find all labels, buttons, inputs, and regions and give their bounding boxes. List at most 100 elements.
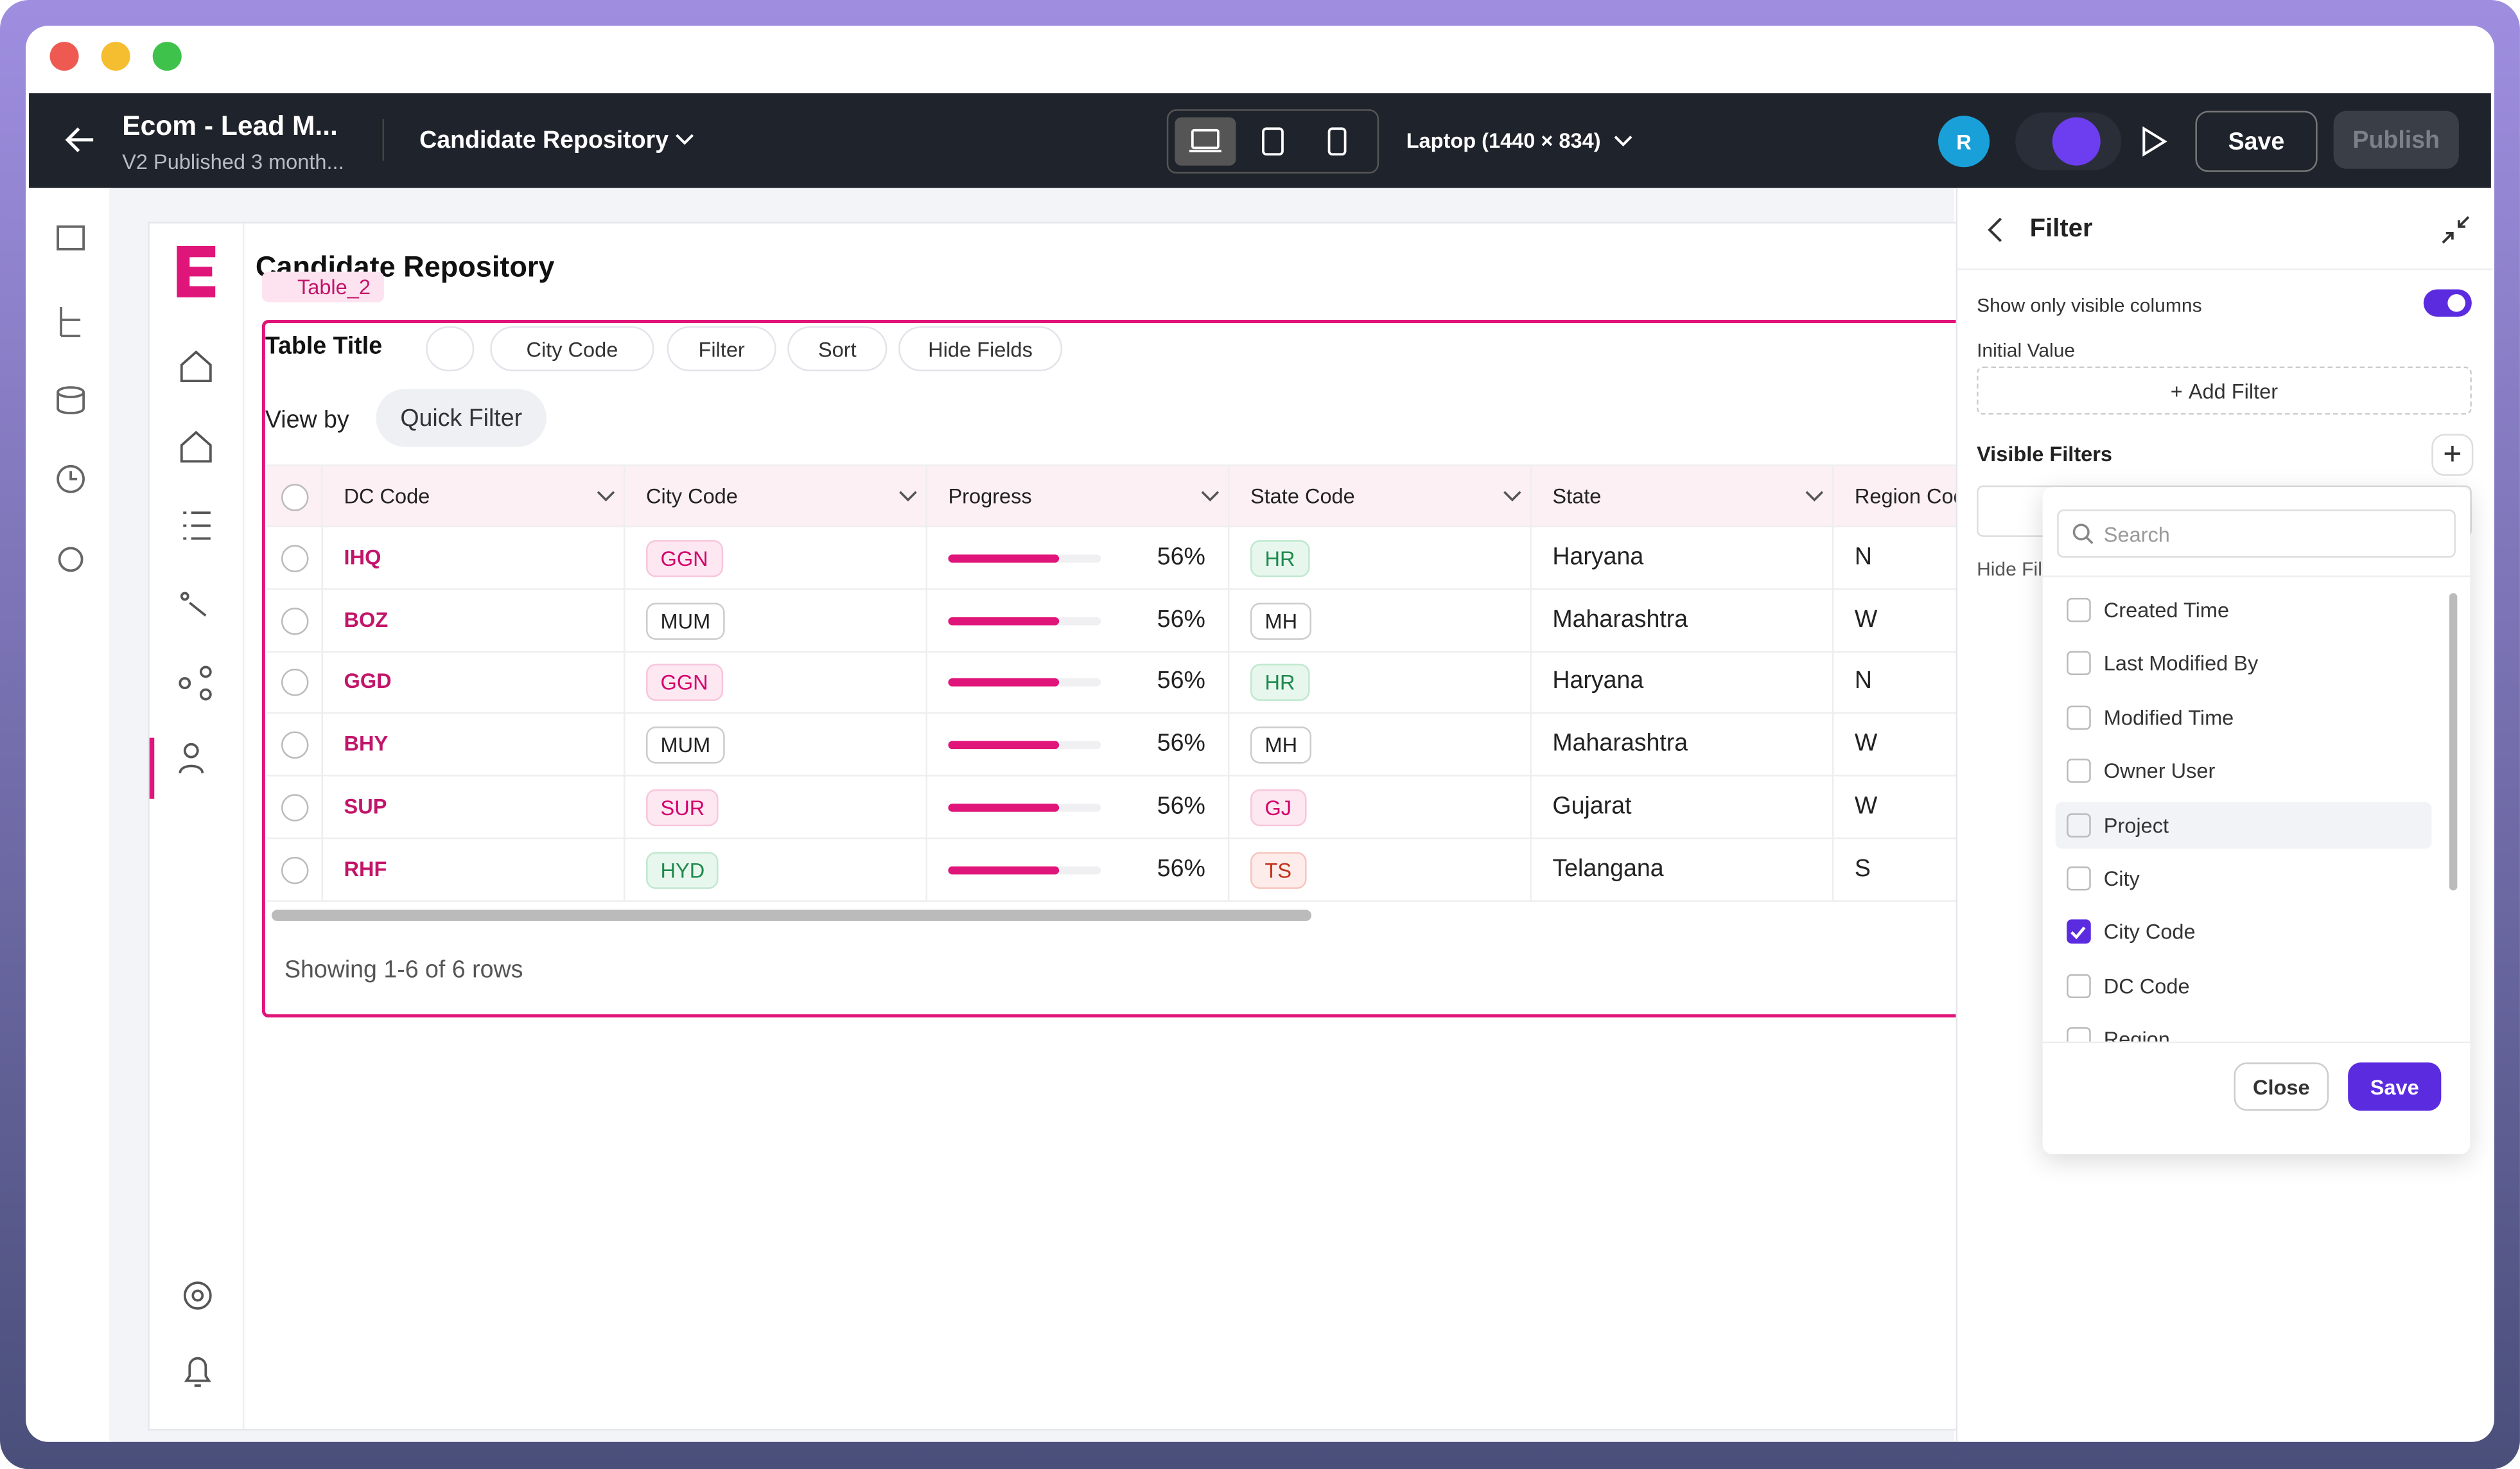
option[interactable]: Owner User	[2056, 748, 2432, 795]
row-checkbox[interactable]	[281, 856, 309, 884]
publish-button[interactable]: Publish	[2333, 110, 2459, 169]
quick-filter[interactable]: Quick Filter	[376, 389, 547, 447]
toolbar-button[interactable]: Sort	[787, 326, 888, 372]
option-label: Created Time	[2103, 597, 2230, 622]
column-divider	[1832, 527, 1834, 588]
column-divider	[925, 838, 927, 900]
save-button[interactable]: Save	[2348, 1062, 2442, 1111]
save-button[interactable]: Save	[2195, 110, 2318, 172]
sort-chevron[interactable]	[1503, 489, 1522, 505]
selected-widget[interactable]	[261, 319, 1969, 1018]
option-label: Last Modified By	[2103, 651, 2259, 676]
page-select[interactable]: Candidate Repository	[419, 127, 669, 155]
dc-code-link[interactable]: GGD	[344, 669, 392, 694]
chip: SUR	[646, 789, 719, 826]
column-dropdown: Search Created Time Last Modified By Modif…	[2042, 487, 2471, 1154]
option-label: DC Code	[2103, 974, 2190, 998]
option[interactable]: Last Modified By	[2056, 640, 2432, 687]
chip: HR	[1250, 664, 1309, 702]
progress-bar	[948, 617, 1059, 625]
option[interactable]: Region	[2056, 1016, 2432, 1042]
sort-chevron[interactable]	[1200, 489, 1220, 505]
option[interactable]: Modified Time	[2056, 694, 2432, 741]
row-checkbox[interactable]	[281, 669, 309, 697]
device-select[interactable]: Laptop (1440 × 834)	[1406, 128, 1601, 153]
column-header: State Code	[1250, 484, 1355, 508]
dc-code-link[interactable]: BHY	[344, 731, 389, 756]
column-divider	[925, 776, 927, 838]
toolbar-button[interactable]: Hide Fields	[898, 326, 1063, 372]
column-divider	[1227, 838, 1230, 900]
avatar[interactable]: R	[1938, 116, 1990, 168]
phone-icon[interactable]	[1327, 127, 1347, 156]
chip: TS	[1250, 851, 1306, 888]
toolbar-label: Filter	[698, 337, 745, 361]
row-summary: Showing 1-6 of 6 rows	[284, 956, 523, 984]
dc-code-link[interactable]: BOZ	[344, 607, 389, 631]
column-divider	[1832, 838, 1834, 900]
option[interactable]: Created Time	[2056, 586, 2432, 633]
refresh-button[interactable]	[426, 326, 475, 372]
toolbar-button[interactable]: Filter	[667, 326, 776, 372]
panel-back[interactable]	[1986, 217, 2006, 243]
table-row: IHQ GGN 56% HR Haryana N	[267, 527, 1956, 590]
sidebar-icons	[179, 350, 212, 774]
table-row: RHF HYD 56% TS Telangana S	[267, 838, 1956, 901]
sort-chevron[interactable]	[1805, 489, 1824, 505]
option[interactable]: City Code	[2056, 909, 2432, 956]
progress-label: 56%	[1157, 543, 1205, 571]
widget-tag[interactable]: Table_2	[261, 271, 383, 303]
column-divider	[623, 651, 626, 713]
option[interactable]: DC Code	[2056, 962, 2432, 1009]
toolbar-label: Hide Fields	[928, 337, 1033, 361]
add-visible-filter[interactable]: +	[2431, 434, 2474, 476]
row-checkbox[interactable]	[281, 607, 309, 635]
option-label: Owner User	[2103, 759, 2216, 784]
add-filter-label: Add Filter	[2188, 378, 2279, 403]
column-divider	[1530, 776, 1532, 838]
view-by-label: View by	[265, 407, 349, 434]
column-divider	[321, 838, 324, 900]
toggle-label: Show only visible columns	[1977, 294, 2202, 317]
chip: GGN	[646, 540, 723, 577]
dc-code-link[interactable]: IHQ	[344, 545, 381, 569]
column-divider	[1227, 466, 1230, 526]
toggle[interactable]	[2423, 289, 2472, 317]
option[interactable]: Project	[2055, 801, 2432, 849]
laptop-icon	[1189, 128, 1221, 153]
add-filter[interactable]: + Add Filter	[1977, 366, 2472, 415]
app-card: Candidate Repository Table_2 DC Code City…	[148, 222, 1969, 1431]
sort-chevron[interactable]	[596, 489, 615, 505]
progress-bar	[948, 741, 1059, 750]
cell-text: Gujarat	[1552, 792, 1632, 820]
progress-label: 56%	[1157, 605, 1205, 633]
search-box[interactable]: Search	[2057, 509, 2456, 558]
close-button[interactable]: Close	[2234, 1062, 2329, 1111]
collapse-icon[interactable]	[2440, 214, 2472, 246]
laptop-btn[interactable]	[1175, 117, 1236, 166]
option[interactable]: City	[2056, 855, 2432, 902]
left-rail	[29, 188, 111, 1442]
row-checkbox[interactable]	[281, 731, 309, 759]
active-indicator	[149, 737, 155, 799]
dc-code-link[interactable]: SUP	[344, 793, 387, 818]
column-divider	[623, 466, 626, 526]
dc-code-link[interactable]: RHF	[344, 856, 387, 881]
play-icon[interactable]	[2139, 125, 2168, 157]
column-divider	[1832, 651, 1834, 713]
search-icon	[2072, 523, 2094, 545]
header: Ecom - Lead M... V2 Published 3 month...…	[29, 93, 2491, 188]
back-icon[interactable]	[64, 125, 96, 154]
column-divider	[1530, 651, 1532, 713]
divider	[382, 119, 385, 161]
cell-text: W	[1854, 605, 1878, 633]
divider	[2042, 1041, 2471, 1044]
sort-chevron[interactable]	[898, 489, 918, 505]
row-checkbox[interactable]	[281, 793, 309, 822]
row-checkbox[interactable]	[281, 545, 309, 572]
tablet-icon[interactable]	[1261, 127, 1284, 156]
toolbar-button[interactable]: City Code	[490, 326, 654, 372]
select-all[interactable]	[281, 484, 309, 511]
chip: MUM	[646, 726, 725, 764]
